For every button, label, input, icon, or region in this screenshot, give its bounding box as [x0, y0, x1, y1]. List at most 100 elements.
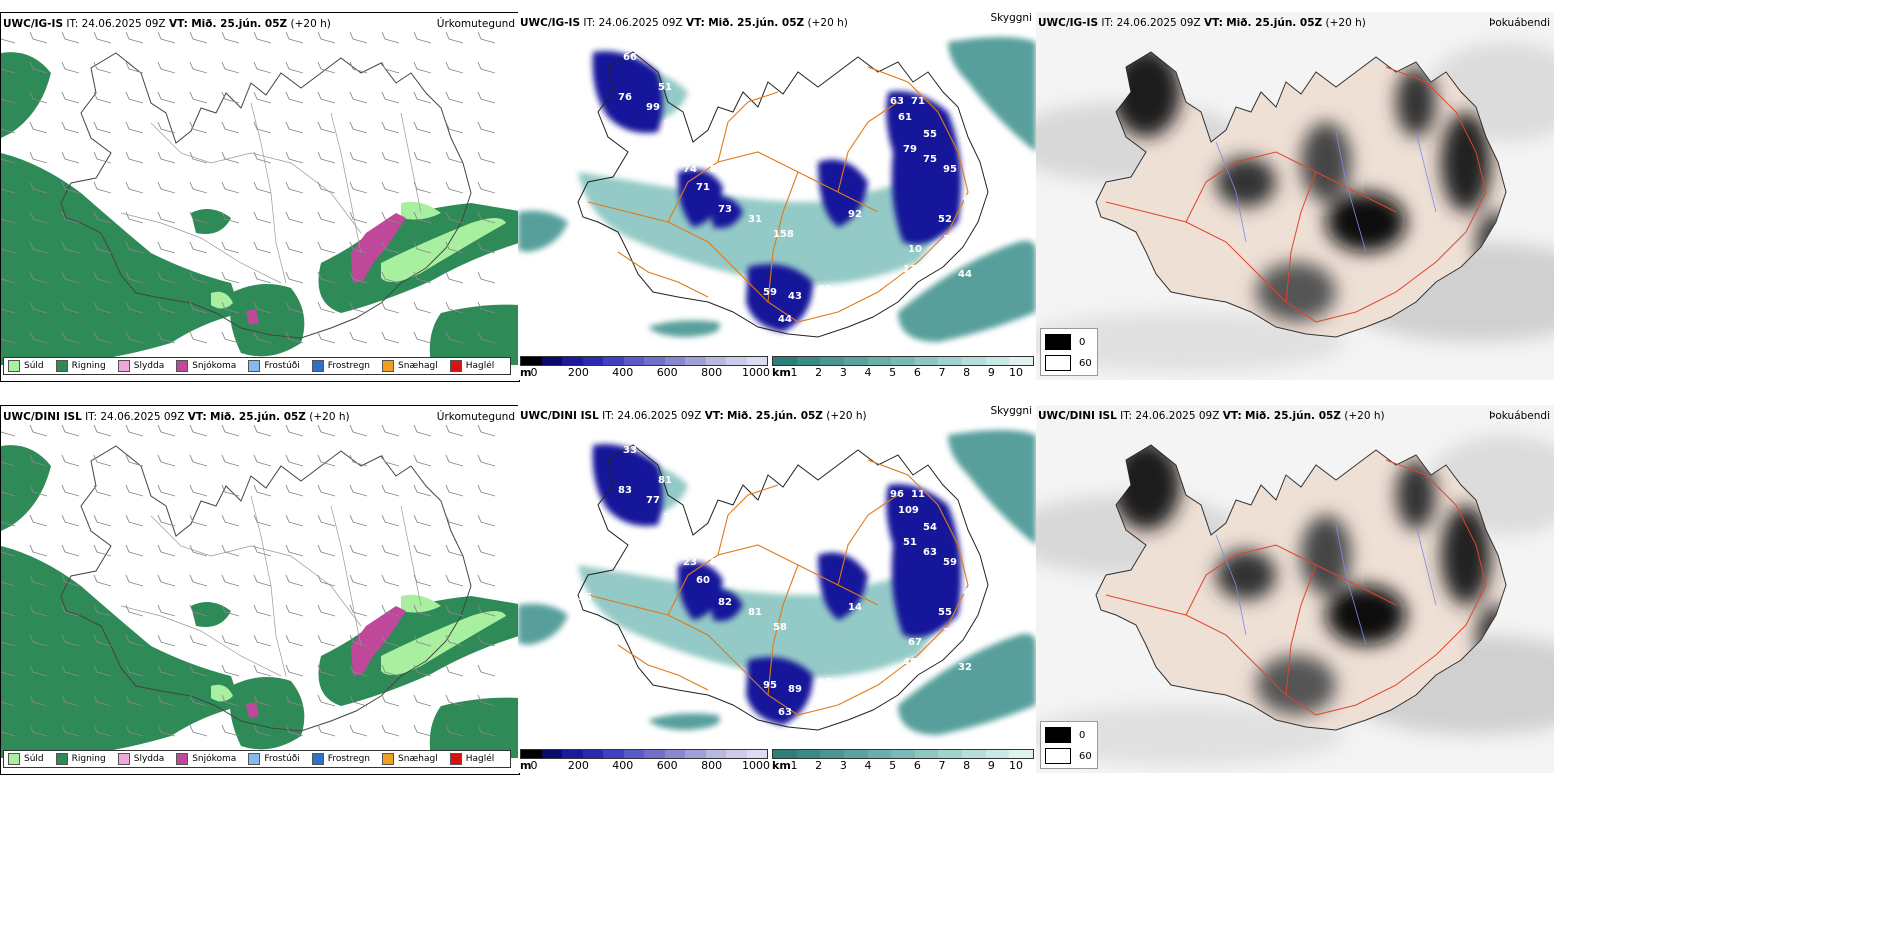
visibility-value-label: 75	[923, 154, 937, 165]
km-colorbar-fill	[772, 356, 1034, 366]
visibility-value-label: 81	[658, 475, 672, 486]
colorbar-tick-label: 0	[530, 366, 538, 379]
fog-panel-bottom: UWC/DINI ISL IT: 24.06.2025 09Z VT: Mið.…	[1036, 405, 1554, 773]
visibility-title-bottom: Skyggni	[990, 405, 1033, 417]
visibility-value-label: 61	[898, 112, 912, 123]
precip-title-bottom: Úrkomutegund	[436, 411, 515, 423]
colorbar-tick-label: 6	[913, 366, 921, 379]
fog-panel-top: UWC/IG-IS IT: 24.06.2025 09Z VT: Mið. 25…	[1036, 12, 1554, 380]
colorbar-tick-label: 800	[701, 759, 723, 772]
visibility-value-label: 63	[963, 194, 977, 205]
visibility-value-label: 48	[903, 657, 917, 668]
visibility-value-label: 11	[911, 489, 925, 500]
fog-legend-top: 0 60	[1040, 328, 1098, 376]
legend-swatch	[311, 753, 324, 765]
fog-header-top: UWC/IG-IS IT: 24.06.2025 09Z VT: Mið. 25…	[1038, 17, 1366, 29]
visibility-value-label: 77	[646, 495, 660, 506]
colorbar-tick-label: 7	[938, 366, 946, 379]
visibility-panel-top: 56 66 37 51 76 99 15 21 74 90 71 85 73 31 158 92 59 43 60 4…	[518, 12, 1036, 380]
visibility-value-label: 90	[710, 164, 724, 175]
legend-swatch	[55, 360, 68, 372]
colorbar-tick-label: 4	[864, 759, 872, 772]
height-colorbar-bottom: m 0 200 400 600 800 1000	[520, 749, 770, 773]
visibility-value-label: 109	[898, 505, 919, 516]
visibility-value-label: 44	[778, 314, 792, 325]
height-colorbar-fill	[520, 356, 768, 366]
legend-swatch	[248, 753, 261, 765]
visibility-value-label: 58	[773, 622, 787, 633]
visibility-value-label: 32	[958, 662, 972, 673]
visibility-value-label: 23	[683, 557, 697, 568]
fog-map-top	[1036, 12, 1554, 380]
visibility-value-label: 83	[618, 485, 632, 496]
legend-swatch	[117, 753, 130, 765]
precip-header-top: UWC/IG-IS IT: 24.06.2025 09Z VT: Mið. 25…	[3, 18, 331, 30]
fog-title-top: Þokuábendi	[1489, 17, 1550, 29]
legend-swatch	[382, 360, 395, 372]
visibility-value-label: 49	[648, 445, 662, 456]
visibility-value-label: 28	[943, 627, 957, 638]
visibility-value-label: 31	[748, 214, 762, 225]
precip-map-bottom	[1, 406, 519, 774]
colorbar-tick-label: 800	[701, 366, 723, 379]
visibility-value-label: 66	[623, 52, 637, 63]
visibility-value-label: 40	[963, 587, 977, 598]
visibility-value-label: 85	[743, 186, 757, 197]
visibility-value-label: 73	[718, 204, 732, 215]
colorbar-tick-label: 2	[815, 366, 823, 379]
visibility-value-label: 55	[938, 607, 952, 618]
visibility-value-label: 53	[636, 427, 650, 438]
colorbar-tick-label: 5	[889, 759, 897, 772]
visibility-value-label: 82	[718, 597, 732, 608]
visibility-value-label: 44	[958, 269, 972, 280]
visibility-value-label: 54	[743, 579, 757, 590]
visibility-value-label: 37	[648, 52, 662, 63]
precip-panel-top: UWC/IG-IS IT: 24.06.2025 09Z VT: Mið. 25…	[0, 12, 520, 382]
visibility-value-label: 63	[890, 96, 904, 107]
visibility-value-label: 56	[636, 34, 650, 45]
visibility-panel-bottom: 53 33 49 81 83 77 76 61 23 67 60 54 82 81 58 14 95 89 67 63…	[518, 405, 1036, 773]
precip-title-top: Úrkomutegund	[436, 18, 515, 30]
fog-title-bottom: Þokuábendi	[1489, 410, 1550, 422]
legend-swatch	[311, 360, 324, 372]
visibility-header-top: UWC/IG-IS IT: 24.06.2025 09Z VT: Mið. 25…	[520, 17, 848, 29]
colorbar-tick-label: 10	[1009, 366, 1023, 379]
visibility-value-label: 21	[668, 134, 682, 145]
colorbar-tick-label: 600	[656, 759, 678, 772]
legend-swatch	[382, 753, 395, 765]
visibility-value-label: 61	[668, 527, 682, 538]
legend-swatch	[176, 360, 189, 372]
height-colorbar-top: m 0 200 400 600 800 1000	[520, 356, 770, 380]
colorbar-tick-label: 400	[612, 366, 634, 379]
visibility-value-label: 55	[923, 129, 937, 140]
legend-swatch	[55, 753, 68, 765]
colorbar-tick-label: 8	[963, 366, 971, 379]
colorbar-tick-label: 8	[963, 759, 971, 772]
colorbar-tick-label: 6	[913, 759, 921, 772]
visibility-value-label: 60	[696, 575, 710, 586]
legend-swatch	[8, 753, 20, 765]
colorbar-tick-label: 1	[790, 366, 798, 379]
legend-swatch	[8, 360, 20, 372]
visibility-value-label: 96	[890, 489, 904, 500]
visibility-header-bottom: UWC/DINI ISL IT: 24.06.2025 09Z VT: Mið.…	[520, 410, 867, 422]
visibility-value-label: 158	[773, 229, 794, 240]
visibility-value-label: 95	[943, 164, 957, 175]
fog-legend-bottom: 0 60	[1040, 721, 1098, 769]
legend-swatch	[117, 360, 130, 372]
visibility-value-label: 89	[788, 684, 802, 695]
visibility-value-label: 37	[943, 234, 957, 245]
visibility-value-label: 35	[578, 592, 592, 603]
visibility-value-label: 92	[848, 209, 862, 220]
visibility-value-label: 14	[848, 602, 862, 613]
visibility-value-label: 10	[908, 244, 922, 255]
colorbar-tick-label: 200	[567, 366, 589, 379]
visibility-value-label: 52	[938, 214, 952, 225]
visibility-value-label: 43	[788, 291, 802, 302]
colorbar-tick-label: 5	[889, 366, 897, 379]
visibility-value-label: 59	[943, 557, 957, 568]
colorbar-tick-label: 2	[815, 759, 823, 772]
km-colorbar-bottom: km 1 2 3 4 5 6 7 8 9 10	[772, 749, 1034, 773]
